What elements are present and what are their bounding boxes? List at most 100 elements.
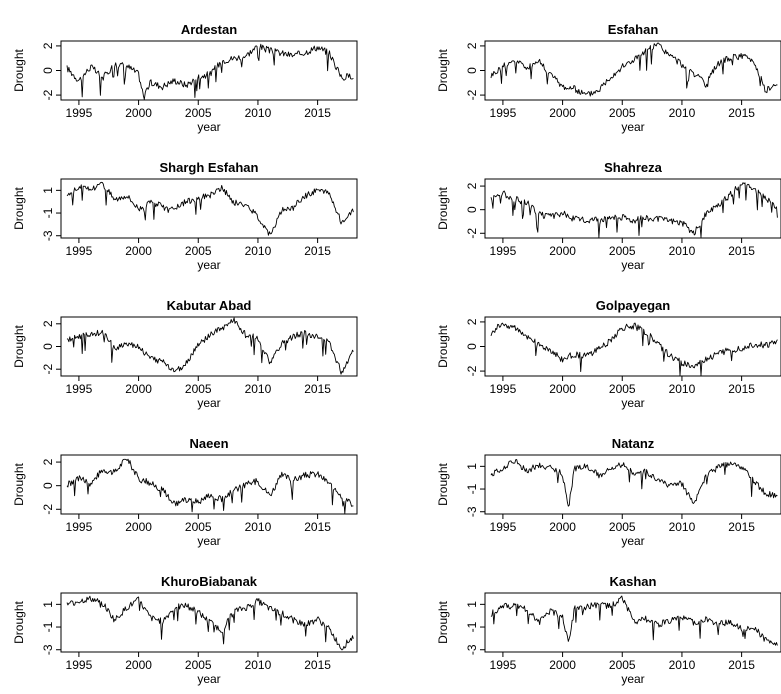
x-axis-label: year bbox=[197, 672, 220, 686]
x-tick-label: 2015 bbox=[728, 244, 755, 258]
x-axis-label: year bbox=[197, 258, 220, 272]
series-line-natanz bbox=[490, 459, 778, 507]
y-tick-label: 1 bbox=[465, 463, 479, 470]
panel-title: Shahreza bbox=[604, 160, 663, 175]
x-tick-label: 1995 bbox=[490, 106, 517, 120]
x-tick-label: 2005 bbox=[185, 106, 212, 120]
x-tick-label: 1995 bbox=[66, 658, 93, 672]
y-tick-label: 2 bbox=[465, 318, 479, 325]
x-tick-label: 2005 bbox=[609, 520, 636, 534]
y-tick-label: -3 bbox=[41, 230, 55, 241]
y-axis-label: Drought bbox=[436, 462, 450, 505]
series-line-golpayegan bbox=[490, 322, 778, 376]
x-tick-label: 1995 bbox=[66, 244, 93, 258]
x-tick-label: 2015 bbox=[304, 520, 331, 534]
x-tick-label: 2000 bbox=[125, 658, 152, 672]
series-line-shargh-esfahan bbox=[66, 181, 354, 236]
x-axis-label: year bbox=[621, 396, 644, 410]
y-tick-label: -3 bbox=[465, 644, 479, 655]
panel-title: Kabutar Abad bbox=[167, 298, 252, 313]
x-tick-label: 2015 bbox=[728, 106, 755, 120]
y-tick-label: 2 bbox=[41, 458, 55, 465]
x-tick-label: 2010 bbox=[245, 382, 272, 396]
y-tick-label: -2 bbox=[41, 364, 55, 375]
y-tick-label: -2 bbox=[465, 89, 479, 100]
panel-kashan: Kashan -3 -1 1 Drought 1995 2000 2005 2010 2015 ye… bbox=[436, 574, 781, 686]
x-axis-label: year bbox=[621, 258, 644, 272]
x-tick-label: 2015 bbox=[304, 244, 331, 258]
plot-frame bbox=[484, 454, 781, 515]
panel-naeen: Naeen -2 0 2 Drought 1995 2000 2005 2010 2015 year bbox=[12, 436, 358, 548]
y-tick-label: -1 bbox=[465, 483, 479, 494]
x-axis-label: year bbox=[621, 534, 644, 548]
panel-esfahan: Esfahan -2 0 2 Drought 1995 2000 2005 2010 2015 ye… bbox=[436, 22, 781, 134]
y-tick-label: -3 bbox=[465, 506, 479, 517]
plot-frame bbox=[484, 592, 781, 653]
panel-natanz: Natanz -3 -1 1 Drought 1995 2000 2005 2010 2015 ye… bbox=[436, 436, 781, 548]
y-tick-label: 1 bbox=[41, 187, 55, 194]
x-axis-label: year bbox=[197, 396, 220, 410]
x-tick-label: 2005 bbox=[185, 382, 212, 396]
series-line-shahreza bbox=[490, 182, 778, 238]
panel-shahreza: Shahreza -2 0 2 Drought 1995 2000 2005 2010 2015 y… bbox=[436, 160, 781, 272]
series-line-kabutar-abad bbox=[66, 317, 354, 375]
x-tick-label: 2005 bbox=[185, 658, 212, 672]
panel-title: Golpayegan bbox=[596, 298, 670, 313]
y-tick-label: 2 bbox=[465, 42, 479, 49]
y-axis-label: Drought bbox=[12, 600, 26, 643]
x-tick-label: 2010 bbox=[669, 520, 696, 534]
x-tick-label: 2010 bbox=[245, 520, 272, 534]
y-tick-label: 0 bbox=[465, 343, 479, 350]
y-tick-label: 0 bbox=[41, 343, 55, 350]
x-tick-label: 2015 bbox=[304, 106, 331, 120]
x-tick-label: 2015 bbox=[304, 382, 331, 396]
x-axis-label: year bbox=[621, 672, 644, 686]
x-tick-label: 2000 bbox=[549, 658, 576, 672]
y-tick-label: 2 bbox=[41, 320, 55, 327]
y-axis-label: Drought bbox=[436, 186, 450, 229]
panel-golpayegan: Golpayegan -2 0 2 Drought 1995 2000 2005 2010 201… bbox=[436, 298, 781, 410]
x-tick-label: 2010 bbox=[669, 106, 696, 120]
y-axis-label: Drought bbox=[436, 324, 450, 367]
y-tick-label: 0 bbox=[41, 67, 55, 74]
plot-frame bbox=[60, 316, 358, 377]
x-tick-label: 2015 bbox=[728, 382, 755, 396]
x-tick-label: 2000 bbox=[549, 106, 576, 120]
y-axis-label: Drought bbox=[436, 600, 450, 643]
x-tick-label: 2005 bbox=[185, 520, 212, 534]
x-tick-label: 2005 bbox=[609, 244, 636, 258]
x-tick-label: 2010 bbox=[245, 106, 272, 120]
y-axis-label: Drought bbox=[12, 186, 26, 229]
x-tick-label: 2010 bbox=[669, 658, 696, 672]
y-axis-label: Drought bbox=[12, 462, 26, 505]
x-tick-label: 2005 bbox=[609, 658, 636, 672]
series-line-naeen bbox=[66, 458, 354, 514]
x-tick-label: 1995 bbox=[490, 382, 517, 396]
y-tick-label: -2 bbox=[41, 504, 55, 515]
y-tick-label: -2 bbox=[41, 89, 55, 100]
x-axis-label: year bbox=[197, 534, 220, 548]
panel-title: Shargh Esfahan bbox=[160, 160, 259, 175]
y-axis-label: Drought bbox=[12, 48, 26, 91]
y-tick-label: 2 bbox=[465, 182, 479, 189]
y-tick-label: 0 bbox=[465, 206, 479, 213]
panel-title: Natanz bbox=[612, 436, 655, 451]
y-tick-label: 1 bbox=[41, 601, 55, 608]
x-tick-label: 2010 bbox=[669, 244, 696, 258]
panel-title: Kashan bbox=[610, 574, 657, 589]
y-tick-label: 0 bbox=[465, 67, 479, 74]
x-tick-label: 2010 bbox=[245, 658, 272, 672]
plot-frame bbox=[484, 178, 781, 239]
x-tick-label: 2010 bbox=[245, 244, 272, 258]
series-line-ardestan bbox=[66, 43, 354, 100]
plot-frame bbox=[60, 454, 358, 515]
x-tick-label: 2005 bbox=[609, 382, 636, 396]
panel-kabutar-abad: Kabutar Abad -2 0 2 Drought 1995 2000 2005 2010 2… bbox=[12, 298, 358, 410]
x-tick-label: 2015 bbox=[304, 658, 331, 672]
panel-title: Ardestan bbox=[181, 22, 237, 37]
series-line-kashan bbox=[490, 595, 778, 646]
x-tick-label: 2000 bbox=[549, 382, 576, 396]
x-tick-label: 2000 bbox=[549, 244, 576, 258]
